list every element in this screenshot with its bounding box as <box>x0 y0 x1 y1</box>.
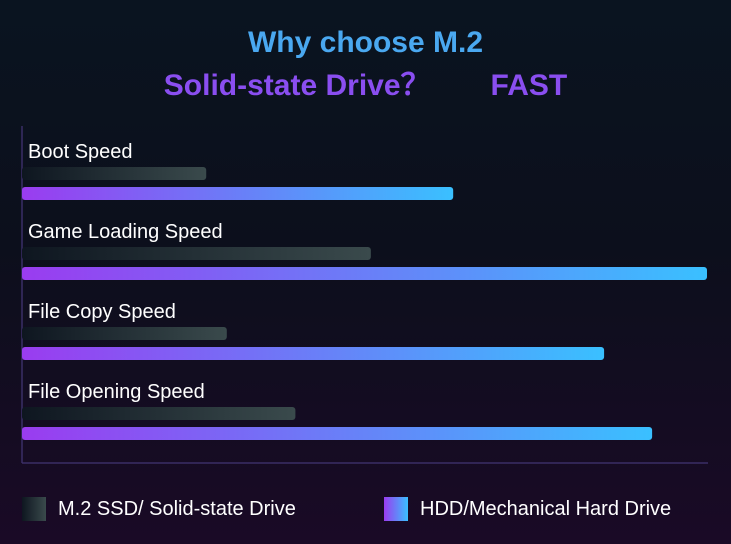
category-label: File Opening Speed <box>28 381 205 403</box>
chart-title-line2: Solid-state Drive？ FAST <box>0 60 731 104</box>
category-label: File Copy Speed <box>28 301 176 323</box>
chart-title-tag: FAST <box>490 69 568 102</box>
bar-hdd <box>22 187 454 200</box>
bar-hdd <box>22 267 707 280</box>
legend-item-ssd: M.2 SSD/ Solid-state Drive <box>22 497 296 521</box>
bar-ssd <box>22 167 207 180</box>
bar-ssd <box>22 247 371 260</box>
chart-title-line1: Why choose M.2 <box>247 26 484 59</box>
legend-swatch-ssd <box>22 497 46 521</box>
category-label: Game Loading Speed <box>28 221 223 243</box>
bar-hdd <box>22 427 653 440</box>
legend-item-hdd: HDD/Mechanical Hard Drive <box>384 497 671 521</box>
legend-label-hdd: HDD/Mechanical Hard Drive <box>420 497 672 520</box>
bar-hdd <box>22 347 605 360</box>
legend-label-ssd: M.2 SSD/ Solid-state Drive <box>58 497 296 520</box>
legend-swatch-hdd <box>384 497 408 521</box>
bar-ssd <box>22 327 227 340</box>
bar-ssd <box>22 407 296 420</box>
chart-title-question: Solid-state Drive？ <box>163 69 431 102</box>
category-label: Boot Speed <box>28 141 133 163</box>
